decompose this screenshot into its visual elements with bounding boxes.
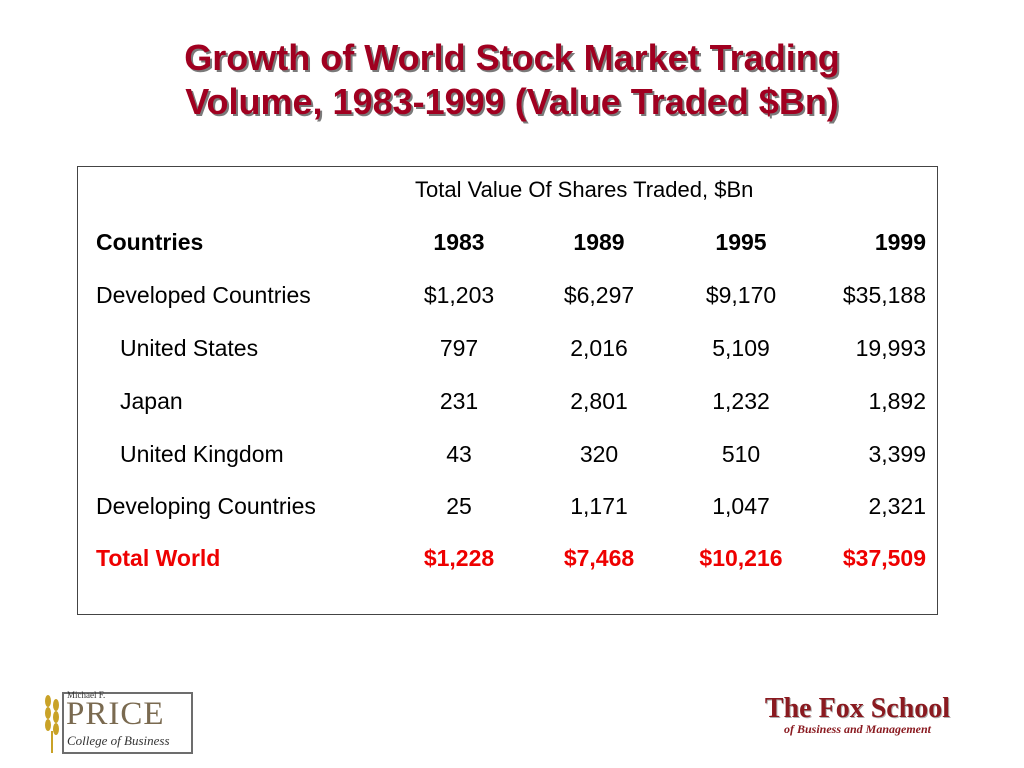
value-cell: 510 [721,441,761,467]
price-college-logo: Michael F. PRICE College of Business [40,690,193,754]
value-cell: 320 [579,441,619,467]
fox-school-logo: The Fox School of Business and Managemen… [735,694,980,744]
row-label: United Kingdom [120,441,284,467]
value-cell: $9,170 [705,282,777,308]
value-cell: 231 [439,388,479,414]
value-cell: 1,047 [712,493,770,519]
price-logo-top: Michael F. [67,690,106,700]
year-header-1989: 1989 [573,229,625,255]
total-world-row: Total World $1,228 $7,468 $10,216 $37,50… [78,540,937,576]
value-cell: $1,228 [423,545,495,571]
value-cell: 1,232 [712,388,770,414]
table-header-row: Countries 1983 1989 1995 1999 [78,224,937,260]
wheat-icon [45,695,59,753]
price-logo-main: PRICE [66,696,165,732]
year-header-1995: 1995 [715,229,767,255]
table-row: Developed Countries $1,203 $6,297 $9,170… [78,277,937,313]
price-logo-sub: College of Business [67,733,170,748]
table-row: United States 797 2,016 5,109 19,993 [78,330,937,366]
trading-volume-table: Total Value Of Shares Traded, $Bn Countr… [77,166,938,615]
year-header-1999: 1999 [874,229,926,255]
row-label: United States [120,335,259,361]
value-cell: $35,188 [842,282,926,308]
value-cell: 5,109 [712,335,770,361]
row-label: Japan [120,388,183,414]
value-cell: 25 [446,493,472,519]
row-label: Total World [96,545,221,571]
value-cell: 43 [446,441,472,467]
fox-logo-sub: of Business and Management [783,722,932,736]
value-cell: 1,171 [570,493,628,519]
value-cell: 1,892 [868,388,926,414]
row-label: Developed Countries [96,282,311,308]
table-row: Japan 231 2,801 1,232 1,892 [78,383,937,419]
value-cell: $37,509 [842,545,926,571]
value-cell: 797 [439,335,479,361]
value-cell: $1,203 [423,282,495,308]
table-row: Developing Countries 25 1,171 1,047 2,32… [78,488,937,524]
value-cell: 2,321 [868,493,926,519]
fox-logo-main: The Fox School [764,693,951,724]
value-cell: $10,216 [699,545,783,571]
value-cell: $6,297 [563,282,635,308]
value-cell: $7,468 [563,545,635,571]
title-line-1: Growth of World Stock Market Trading [184,37,840,78]
table-row: United Kingdom 43 320 510 3,399 [78,436,937,472]
value-cell: 19,993 [855,335,926,361]
value-cell: 2,801 [570,388,628,414]
year-header-1983: 1983 [433,229,485,255]
value-cell: 2,016 [570,335,628,361]
price-logo-box [62,692,193,754]
table-span-header: Total Value Of Shares Traded, $Bn [415,177,754,202]
countries-header: Countries [96,229,204,255]
table-span-header-row: Total Value Of Shares Traded, $Bn [78,172,937,208]
value-cell: 3,399 [868,441,926,467]
slide-title: Growth of World Stock Market Trading Vol… [0,36,1024,124]
row-label: Developing Countries [96,493,316,519]
title-line-2: Volume, 1983-1999 (Value Traded $Bn) [185,81,839,122]
